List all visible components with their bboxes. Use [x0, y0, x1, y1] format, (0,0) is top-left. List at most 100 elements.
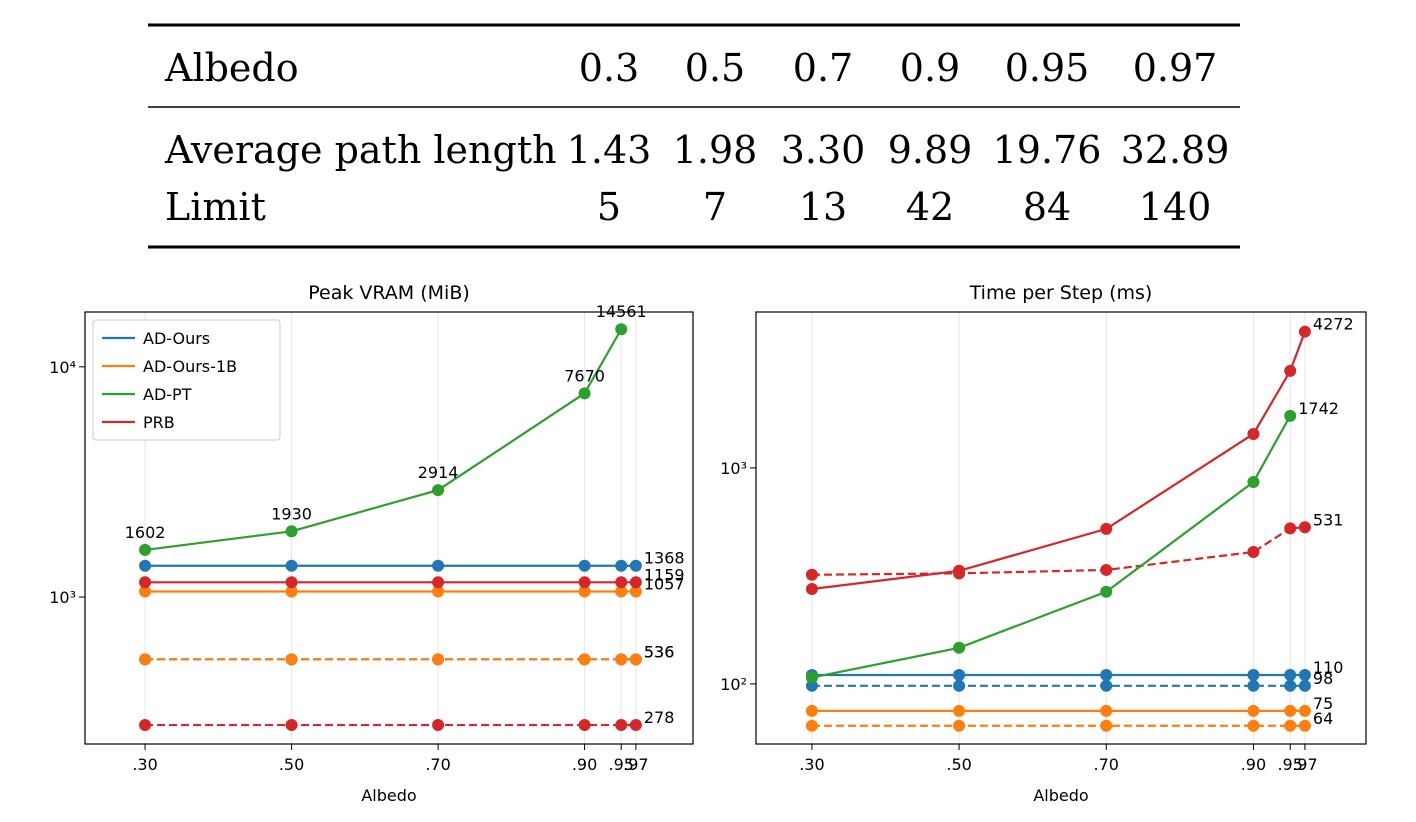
data-point: [615, 576, 628, 589]
legend-label: PRB: [143, 413, 175, 432]
data-point: [578, 559, 591, 572]
data-label: 278: [644, 708, 675, 727]
data-point: [139, 559, 152, 572]
data-point: [285, 653, 298, 666]
data-point: [615, 585, 628, 598]
data-point: [139, 719, 152, 732]
table-cell: 0.95: [1005, 46, 1090, 90]
data-label: 1368: [644, 549, 685, 568]
data-point: [139, 576, 152, 589]
row-label: Average path length: [164, 128, 557, 172]
data-point: [1100, 585, 1113, 598]
legend-label: AD-Ours-1B: [143, 357, 237, 376]
data-point: [139, 653, 152, 666]
table-cell: 0.5: [685, 46, 745, 90]
x-tick-label: .90: [572, 755, 597, 774]
x-axis-label: Albedo: [1033, 786, 1088, 805]
data-point: [432, 719, 445, 732]
x-tick-label: .50: [946, 755, 971, 774]
data-point: [432, 484, 445, 497]
data-point: [1298, 521, 1311, 534]
y-tick-label: 10⁴: [49, 358, 76, 377]
data-point: [1247, 679, 1260, 692]
data-point: [285, 525, 298, 538]
data-point: [1284, 704, 1297, 717]
table-cell: 140: [1139, 185, 1212, 229]
data-point: [1298, 704, 1311, 717]
data-label: 1602: [125, 523, 166, 542]
data-point: [805, 583, 818, 596]
data-point: [1247, 427, 1260, 440]
data-point: [615, 653, 628, 666]
table-cell: 9.89: [888, 128, 973, 172]
table-cell: 7: [703, 185, 727, 229]
data-point: [805, 671, 818, 684]
data-point: [1284, 364, 1297, 377]
x-tick-label: .30: [799, 755, 824, 774]
data-point: [285, 585, 298, 598]
data-point: [1298, 679, 1311, 692]
data-label: 4272: [1313, 315, 1354, 334]
data-point: [629, 585, 642, 598]
data-point: [285, 576, 298, 589]
x-axis-label: Albedo: [361, 786, 416, 805]
data-point: [578, 387, 591, 400]
data-point: [629, 559, 642, 572]
data-point: [1247, 668, 1260, 681]
data-point: [615, 719, 628, 732]
data-label: 536: [644, 642, 675, 661]
table-cell: 0.9: [900, 46, 960, 90]
data-point: [1100, 704, 1113, 717]
data-point: [139, 543, 152, 556]
data-point: [1247, 719, 1260, 732]
x-tick-label: .30: [132, 755, 157, 774]
chart-title: Time per Step (ms): [969, 282, 1153, 304]
data-point: [953, 679, 966, 692]
data-point: [629, 719, 642, 732]
table-cell: 0.7: [793, 46, 853, 90]
data-point: [629, 653, 642, 666]
data-point: [1284, 409, 1297, 422]
data-label: 98: [1313, 669, 1333, 688]
x-tick-label: .90: [1241, 755, 1266, 774]
data-point: [432, 576, 445, 589]
table-cell: 13: [799, 185, 847, 229]
data-point: [578, 585, 591, 598]
table-cell: 0.97: [1133, 46, 1218, 90]
data-point: [1100, 719, 1113, 732]
data-label: 1057: [644, 575, 685, 594]
x-tick-label: .50: [279, 755, 304, 774]
data-point: [1298, 719, 1311, 732]
data-point: [805, 719, 818, 732]
data-point: [953, 564, 966, 577]
data-point: [1247, 546, 1260, 559]
chart-title: Peak VRAM (MiB): [308, 282, 470, 304]
data-point: [953, 641, 966, 654]
x-tick-label: .70: [425, 755, 450, 774]
data-point: [578, 576, 591, 589]
data-label: 1742: [1298, 399, 1339, 418]
data-label: 531: [1313, 510, 1344, 529]
data-label: 7670: [564, 366, 605, 385]
data-point: [953, 704, 966, 717]
data-point: [1100, 668, 1113, 681]
series-line: [811, 526, 1306, 576]
data-point: [1284, 668, 1297, 681]
data-point: [285, 719, 298, 732]
table-cell: 42: [906, 185, 954, 229]
data-point: [1298, 325, 1311, 338]
data-point: [432, 653, 445, 666]
data-label: 2914: [418, 463, 459, 482]
data-point: [1100, 679, 1113, 692]
table-cell: 32.89: [1121, 128, 1230, 172]
table-cell: 5: [597, 185, 621, 229]
data-point: [1298, 668, 1311, 681]
data-point: [1247, 475, 1260, 488]
x-tick-label: .95: [1277, 755, 1302, 774]
y-tick-label: 10³: [720, 459, 747, 478]
data-point: [953, 719, 966, 732]
y-tick-label: 10³: [49, 588, 76, 607]
x-tick-label: .97: [623, 755, 648, 774]
data-point: [615, 323, 628, 336]
